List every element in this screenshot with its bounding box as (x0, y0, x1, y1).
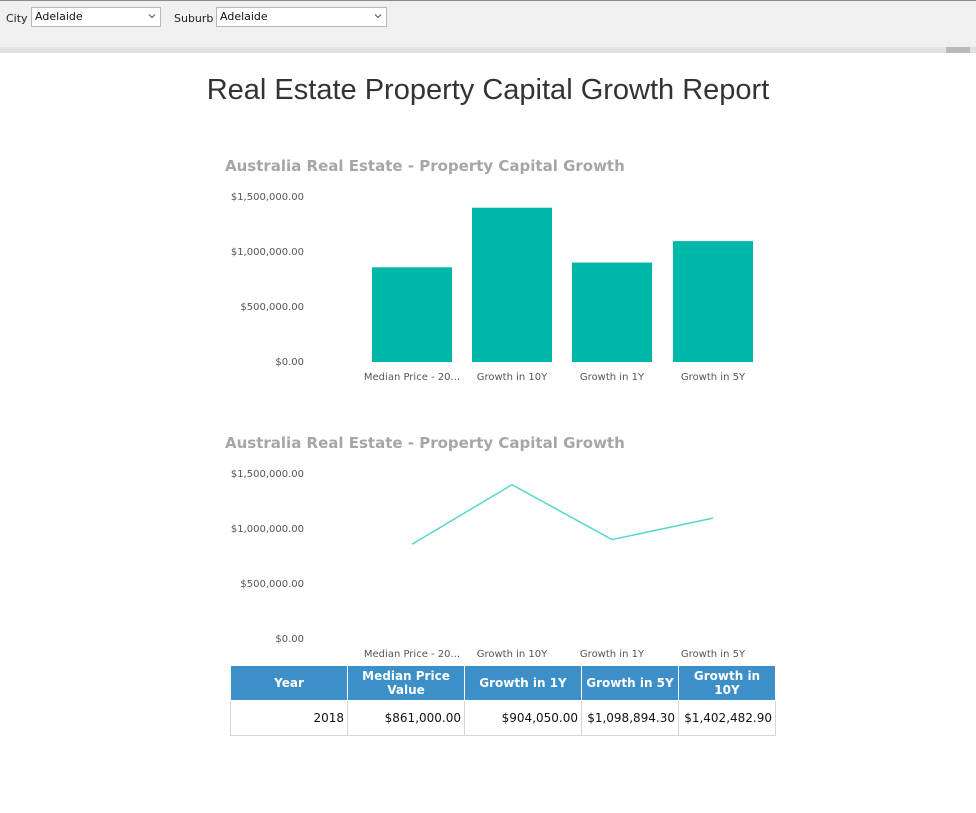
y-tick-label: $1,000,000.00 (231, 524, 304, 535)
suburb-select[interactable]: Adelaide (216, 7, 387, 27)
col-header-growth-5y: Growth in 5Y (581, 665, 679, 701)
x-tick-label: Growth in 10Y (477, 372, 548, 383)
x-tick-label: Growth in 5Y (681, 372, 746, 383)
y-tick-label: $0.00 (275, 634, 304, 645)
cell-median-price: $861,000.00 (347, 700, 465, 736)
y-tick-label: $1,000,000.00 (231, 247, 304, 258)
y-tick-label: $1,500,000.00 (231, 192, 304, 203)
y-tick-label: $0.00 (275, 357, 304, 368)
growth-table: Year Median Price Value Growth in 1Y Gro… (230, 665, 776, 736)
y-tick-label: $500,000.00 (240, 579, 304, 590)
suburb-select-value: Adelaide (220, 10, 268, 23)
col-header-median-price: Median Price Value (347, 665, 465, 701)
y-tick-label: $500,000.00 (240, 302, 304, 313)
table-row: 2018 $861,000.00 $904,050.00 $1,098,894.… (230, 700, 776, 736)
col-header-growth-10y: Growth in 10Y (678, 665, 776, 701)
splitter-handle[interactable] (946, 47, 970, 53)
col-header-growth-1y: Growth in 1Y (464, 665, 582, 701)
suburb-label: Suburb (174, 12, 214, 25)
report-title: Real Estate Property Capital Growth Repo… (206, 74, 770, 106)
x-tick-label: Median Price - 20... (364, 649, 460, 660)
splitter-bar[interactable] (0, 47, 976, 53)
chevron-down-icon (148, 14, 156, 19)
bar-chart-title: Australia Real Estate - Property Capital… (225, 157, 625, 175)
x-tick-label: Growth in 10Y (477, 649, 548, 660)
y-tick-label: $1,500,000.00 (231, 469, 304, 480)
cell-growth-10y: $1,402,482.90 (678, 700, 776, 736)
bar (572, 262, 652, 362)
city-label: City (6, 12, 28, 25)
x-tick-label: Growth in 5Y (681, 649, 746, 660)
bar-chart: $1,500,000.00 $1,000,000.00 $500,000.00 $0.… (231, 192, 753, 383)
cell-year: 2018 (230, 700, 348, 736)
filter-toolbar: City Adelaide Suburb Adelaide (0, 0, 976, 47)
line-chart-title: Australia Real Estate - Property Capital… (225, 434, 625, 452)
x-tick-label: Growth in 1Y (580, 372, 645, 383)
city-select[interactable]: Adelaide (31, 7, 161, 27)
col-header-year: Year (230, 665, 348, 701)
line-chart: $1,500,000.00 $1,000,000.00 $500,000.00 $0.… (231, 469, 746, 660)
x-tick-label: Growth in 1Y (580, 649, 645, 660)
cell-growth-5y: $1,098,894.30 (581, 700, 679, 736)
series-line (411, 483, 714, 545)
table-header-row: Year Median Price Value Growth in 1Y Gro… (230, 665, 776, 701)
bar (673, 241, 753, 362)
x-tick-label: Median Price - 20... (364, 372, 460, 383)
chevron-down-icon (374, 14, 382, 19)
bar (372, 267, 452, 362)
bar (472, 207, 552, 362)
cell-growth-1y: $904,050.00 (464, 700, 582, 736)
city-select-value: Adelaide (35, 10, 83, 23)
